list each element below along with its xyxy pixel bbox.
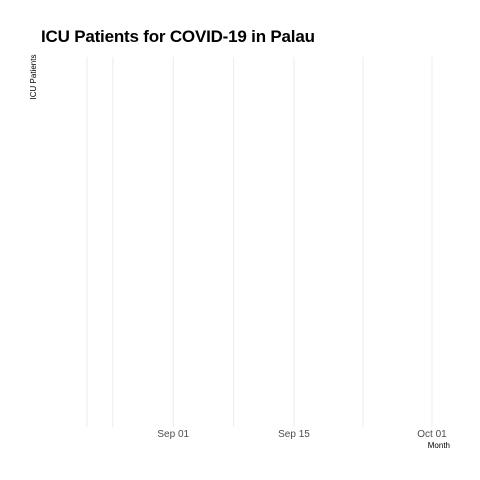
x-tick-label: Sep 15 [278, 429, 310, 440]
x-tick-labels: Sep 01 Sep 15 Oct 01 [157, 429, 447, 440]
x-tick-label: Oct 01 [417, 429, 447, 440]
gridlines [86, 57, 433, 427]
x-tick-label: Sep 01 [157, 429, 189, 440]
x-axis-title: Month [428, 441, 450, 450]
chart-title: ICU Patients for COVID-19 in Palau [41, 27, 315, 46]
y-axis-title: ICU Patients [29, 55, 38, 100]
